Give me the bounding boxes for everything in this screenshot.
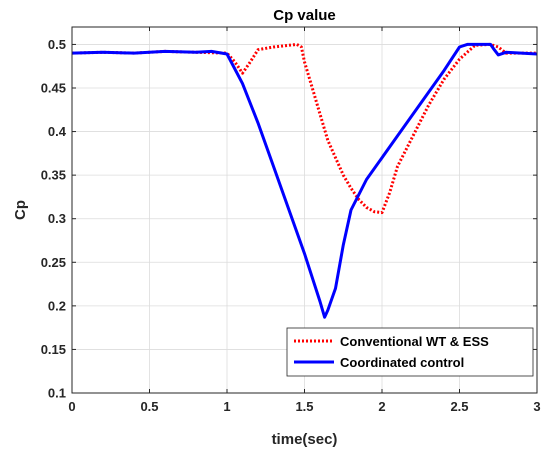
x-axis-label: time(sec) (272, 431, 338, 448)
y-tick-label: 0.25 (41, 255, 66, 270)
series-layer (71, 42, 538, 319)
x-tick-label: 2.5 (450, 399, 468, 414)
legend-label-coordinated: Coordinated control (340, 355, 464, 370)
x-tick-label: 3 (533, 399, 540, 414)
legend-box (286, 327, 534, 377)
chart-title: Cp value (273, 7, 336, 24)
y-tick-label: 0.2 (48, 298, 66, 313)
x-tick-label: 2 (378, 399, 385, 414)
y-tick-label: 0.4 (48, 124, 67, 139)
axis-ticks: 0 0.5 1 1.5 2 2.5 3 0.1 0.15 0.2 0.25 0.3 0.35 0.4 0.4… (41, 27, 541, 414)
y-tick-label: 0.5 (48, 37, 66, 52)
y-tick-label: 0.15 (41, 342, 66, 357)
y-tick-label: 0.3 (48, 211, 66, 226)
y-tick-label: 0.35 (41, 168, 66, 183)
legend-label-conventional: Conventional WT & ESS (340, 334, 489, 349)
x-tick-label: 1.5 (295, 399, 313, 414)
y-axis-label: Cp (12, 200, 29, 220)
y-tick-label: 0.1 (48, 386, 66, 401)
x-tick-label: 0.5 (140, 399, 158, 414)
y-tick-label: 0.45 (41, 81, 66, 96)
legend: Conventional WT & ESS Coordinated contro… (286, 327, 534, 377)
x-tick-label: 0 (68, 399, 75, 414)
series-line-coordinated-control (71, 42, 538, 319)
series-line-conventional-wt-ess (71, 42, 537, 215)
x-tick-label: 1 (223, 399, 230, 414)
